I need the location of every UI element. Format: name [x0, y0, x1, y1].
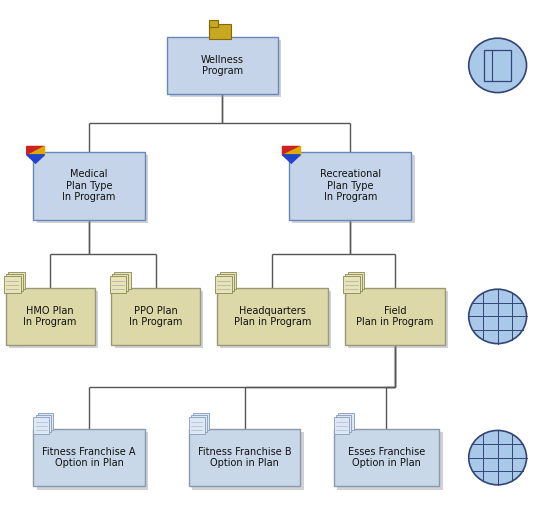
FancyBboxPatch shape: [167, 37, 278, 94]
FancyBboxPatch shape: [192, 432, 304, 490]
FancyBboxPatch shape: [337, 432, 443, 490]
FancyBboxPatch shape: [348, 291, 448, 348]
FancyBboxPatch shape: [193, 413, 209, 430]
FancyBboxPatch shape: [115, 291, 203, 348]
Polygon shape: [282, 155, 300, 163]
FancyBboxPatch shape: [38, 413, 53, 430]
FancyBboxPatch shape: [484, 50, 512, 81]
FancyBboxPatch shape: [343, 276, 360, 293]
FancyBboxPatch shape: [345, 274, 362, 291]
FancyBboxPatch shape: [170, 40, 281, 97]
FancyBboxPatch shape: [289, 152, 411, 220]
Polygon shape: [27, 155, 44, 163]
FancyBboxPatch shape: [220, 272, 236, 289]
FancyBboxPatch shape: [334, 429, 439, 486]
FancyBboxPatch shape: [217, 274, 234, 291]
FancyBboxPatch shape: [217, 288, 328, 345]
Circle shape: [469, 38, 527, 93]
Circle shape: [469, 430, 527, 485]
Text: Wellness
Program: Wellness Program: [201, 54, 244, 76]
FancyBboxPatch shape: [33, 152, 145, 220]
Polygon shape: [27, 146, 44, 155]
Polygon shape: [27, 146, 44, 155]
Text: Headquarters
Plan in Program: Headquarters Plan in Program: [234, 305, 311, 327]
FancyBboxPatch shape: [208, 20, 218, 27]
FancyBboxPatch shape: [348, 272, 364, 289]
Text: Field
Plan in Program: Field Plan in Program: [356, 305, 434, 327]
FancyBboxPatch shape: [36, 415, 51, 432]
Text: Esses Franchise
Option in Plan: Esses Franchise Option in Plan: [348, 447, 425, 469]
Polygon shape: [282, 146, 300, 155]
Text: Recreational
Plan Type
In Program: Recreational Plan Type In Program: [320, 169, 381, 202]
FancyBboxPatch shape: [111, 288, 200, 345]
Circle shape: [469, 289, 527, 344]
FancyBboxPatch shape: [208, 24, 231, 39]
FancyBboxPatch shape: [114, 272, 131, 289]
FancyBboxPatch shape: [338, 413, 354, 430]
FancyBboxPatch shape: [112, 274, 128, 291]
FancyBboxPatch shape: [9, 291, 98, 348]
FancyBboxPatch shape: [37, 432, 148, 490]
FancyBboxPatch shape: [8, 272, 25, 289]
FancyBboxPatch shape: [110, 276, 126, 293]
FancyBboxPatch shape: [189, 429, 300, 486]
FancyBboxPatch shape: [6, 274, 23, 291]
Text: Medical
Plan Type
In Program: Medical Plan Type In Program: [62, 169, 116, 202]
FancyBboxPatch shape: [33, 417, 49, 434]
FancyBboxPatch shape: [6, 288, 95, 345]
Text: HMO Plan
In Program: HMO Plan In Program: [23, 305, 77, 327]
Text: Fitness Franchise B
Option in Plan: Fitness Franchise B Option in Plan: [198, 447, 291, 469]
FancyBboxPatch shape: [336, 415, 351, 432]
Text: Fitness Franchise A
Option in Plan: Fitness Franchise A Option in Plan: [42, 447, 136, 469]
FancyBboxPatch shape: [345, 288, 445, 345]
FancyBboxPatch shape: [292, 155, 415, 223]
FancyBboxPatch shape: [189, 417, 205, 434]
FancyBboxPatch shape: [334, 417, 349, 434]
FancyBboxPatch shape: [33, 429, 145, 486]
FancyBboxPatch shape: [37, 155, 148, 223]
FancyBboxPatch shape: [4, 276, 21, 293]
FancyBboxPatch shape: [215, 276, 232, 293]
FancyBboxPatch shape: [220, 291, 331, 348]
Text: PPO Plan
In Program: PPO Plan In Program: [129, 305, 182, 327]
FancyBboxPatch shape: [191, 415, 207, 432]
Polygon shape: [282, 146, 300, 155]
